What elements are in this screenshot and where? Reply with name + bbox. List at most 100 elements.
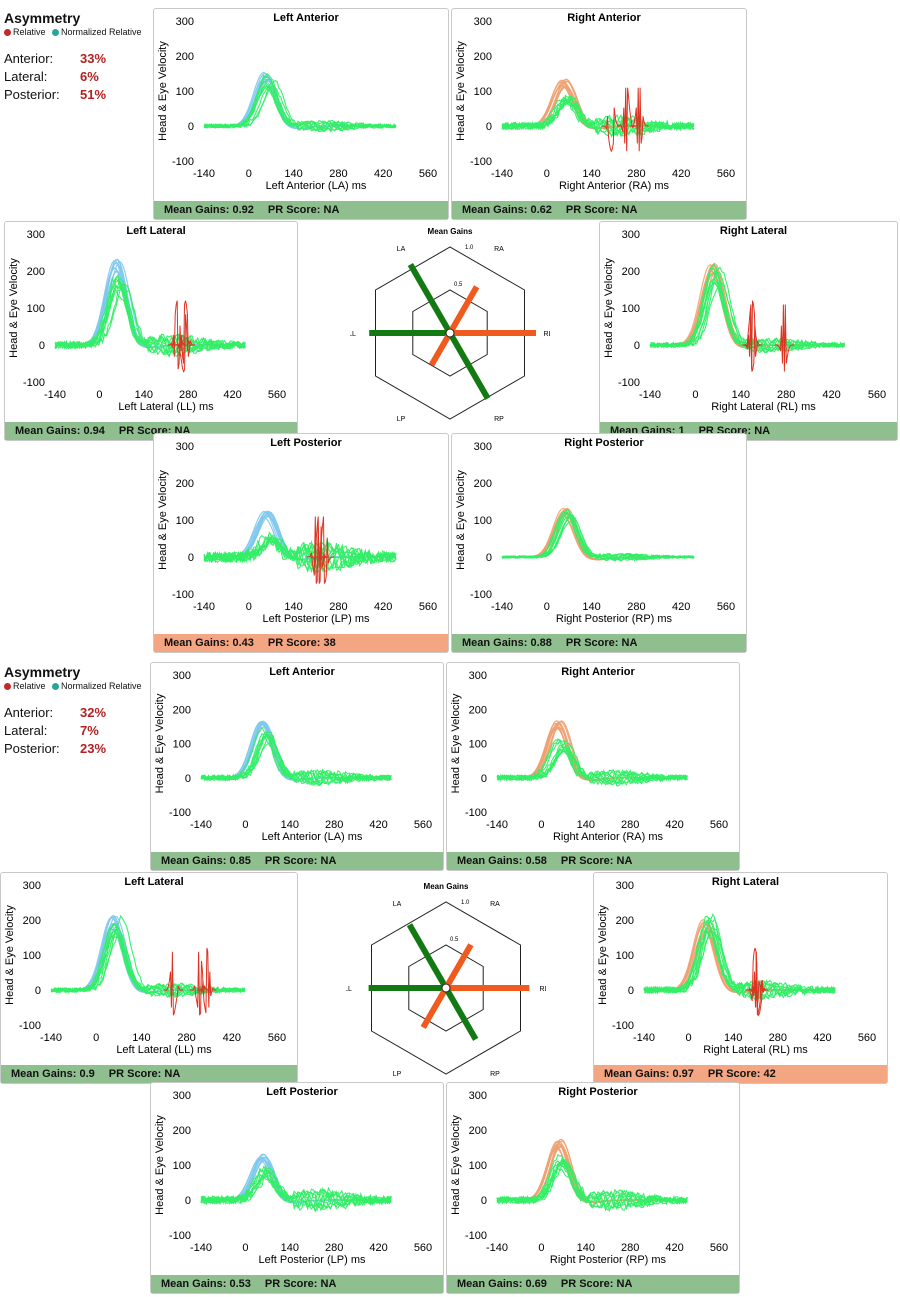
head-velocity-trace xyxy=(201,721,392,781)
x-tick-label: 140 xyxy=(281,819,299,831)
y-tick-label: 0 xyxy=(481,1195,487,1207)
asymmetry-title: Asymmetry xyxy=(4,10,81,26)
y-tick-label: 300 xyxy=(474,16,492,28)
head-velocity-trace xyxy=(51,926,245,993)
x-tick-label: 560 xyxy=(710,819,728,831)
legend: Relative Normalized Relative xyxy=(4,681,154,691)
x-tick-label: 0 xyxy=(692,389,698,401)
y-axis-label: Head & Eye Velocity xyxy=(4,905,16,1005)
radar-axis-label: LA xyxy=(393,901,402,908)
legend-relative: Relative xyxy=(13,27,46,37)
head-velocity-trace xyxy=(497,720,688,781)
panel-footer: Mean Gains: 0.43 PR Score: 38 xyxy=(154,634,448,652)
head-velocity-trace xyxy=(201,720,392,781)
radar-bar-rp xyxy=(443,986,479,1041)
radar-ring xyxy=(371,901,521,1075)
x-tick-label: 0 xyxy=(538,819,544,831)
y-tick-label: -100 xyxy=(618,377,640,389)
eye-velocity-trace xyxy=(496,747,688,786)
radar-axis-label: LL xyxy=(346,986,352,993)
radar-axis-label: RP xyxy=(494,416,504,423)
head-velocity-trace xyxy=(502,513,694,561)
head-velocity-trace xyxy=(502,508,694,561)
panel-title: Left Anterior xyxy=(273,12,339,24)
x-tick-label: 420 xyxy=(665,1242,683,1254)
plot-svg: Left Anterior 300 200 100 0 -100-140 0 140 280 42… xyxy=(154,666,432,843)
x-axis-label: Left Posterior (LP) ms xyxy=(259,1254,366,1266)
head-velocity-trace xyxy=(650,262,845,349)
normalized-dot-icon xyxy=(52,683,60,691)
eye-velocity-trace xyxy=(501,516,695,561)
anterior-label: Anterior: xyxy=(4,51,54,66)
plot-svg: Right Anterior 300 200 100 0 -100-140 0 140 280 4… xyxy=(450,666,728,843)
posterior-label: Posterior: xyxy=(4,741,60,756)
head-velocity-trace xyxy=(497,721,688,781)
eye-velocity-trace xyxy=(643,928,836,1001)
trace-group xyxy=(649,262,846,372)
radar-axis-label: RA xyxy=(494,246,504,253)
y-tick-label: 300 xyxy=(469,670,487,682)
y-axis-label: Head & Eye Velocity xyxy=(8,258,20,358)
y-tick-label: 300 xyxy=(616,880,634,892)
head-velocity-trace xyxy=(497,1143,688,1204)
head-velocity-trace xyxy=(204,79,396,129)
plot-svg: Right Lateral 300 200 100 0 -100-140 0 140 280 42… xyxy=(603,225,886,413)
y-axis-label: Head & Eye Velocity xyxy=(154,693,166,793)
panel-title: Right Anterior xyxy=(561,666,635,678)
eye-velocity-trace xyxy=(501,511,695,562)
y-axis-label: Head & Eye Velocity xyxy=(450,1115,462,1215)
head-velocity-trace xyxy=(497,1140,688,1203)
chart-panel-rl: Right Lateral 300 200 100 0 -100 -140 0 140 280 42… xyxy=(599,221,898,441)
x-tick-label: 560 xyxy=(868,389,886,401)
lateral-label: Lateral: xyxy=(4,723,48,738)
posterior-label: Posterior: xyxy=(4,87,60,102)
chart-panel-ll: Left Lateral 300 200 100 0 -100 -140 0 140 280 420… xyxy=(0,872,298,1084)
y-tick-label: 300 xyxy=(622,229,640,241)
radar-hub xyxy=(445,328,455,338)
y-tick-label: 100 xyxy=(474,515,492,527)
x-axis-label: Right Lateral (RL) ms xyxy=(703,1044,808,1056)
saccade-trace xyxy=(197,947,217,1014)
panel-footer: Mean Gains: 0.69 PR Score: NA xyxy=(447,1275,739,1293)
posterior-value: 23% xyxy=(80,741,107,756)
eye-velocity-trace xyxy=(501,514,695,562)
y-tick-label: 300 xyxy=(474,441,492,453)
head-velocity-trace xyxy=(502,510,694,561)
panel-title: Right Anterior xyxy=(567,12,641,24)
eye-velocity-trace xyxy=(501,521,695,561)
x-tick-label: -140 xyxy=(190,819,212,831)
radar-svg: Mean Gains 1.0 0.5 LA RA LL RL LP RP xyxy=(344,882,548,1078)
y-tick-label: 0 xyxy=(185,773,191,785)
y-axis-label: Head & Eye Velocity xyxy=(157,41,169,141)
panel-title: Right Lateral xyxy=(712,876,779,888)
x-tick-label: 280 xyxy=(769,1032,787,1044)
legend-normalized: Normalized Relative xyxy=(61,27,142,37)
x-tick-label: 280 xyxy=(177,1032,195,1044)
eye-velocity-trace xyxy=(501,98,695,136)
head-velocity-trace xyxy=(497,722,688,781)
x-tick-label: 0 xyxy=(242,819,248,831)
x-tick-label: 420 xyxy=(665,819,683,831)
saccade-trace xyxy=(163,951,184,1016)
asymmetry-row-anterior: Anterior: 32% xyxy=(4,705,154,720)
saccade-trace xyxy=(306,516,326,584)
pr-score-value: PR Score: NA xyxy=(565,204,638,216)
x-tick-label: 0 xyxy=(242,1242,248,1254)
head-velocity-trace xyxy=(55,259,246,348)
eye-velocity-trace xyxy=(203,535,397,573)
legend-normalized: Normalized Relative xyxy=(61,681,142,691)
x-tick-label: -140 xyxy=(190,1242,212,1254)
x-tick-label: 0 xyxy=(544,168,550,180)
y-tick-label: -100 xyxy=(19,1020,41,1032)
radar-ring xyxy=(375,246,525,420)
chart-panel-rp: Right Posterior 300 200 100 0 -100 -140 0 140 280… xyxy=(446,1082,740,1294)
panel-footer: Mean Gains: 0.92 PR Score: NA xyxy=(154,201,448,219)
x-tick-label: 280 xyxy=(329,168,347,180)
panel-footer: Mean Gains: 0.97 PR Score: 42 xyxy=(594,1065,887,1083)
x-tick-label: 0 xyxy=(246,601,252,613)
chart-panel-la: Left Anterior 300 200 100 0 -100 -140 0 140 280 42… xyxy=(153,8,449,220)
plot-svg: Right Anterior 300 200 100 0 -100-140 0 140 280 4… xyxy=(455,12,735,192)
x-tick-label: -140 xyxy=(193,168,215,180)
head-velocity-trace xyxy=(650,264,845,348)
y-tick-label: 0 xyxy=(188,552,194,564)
